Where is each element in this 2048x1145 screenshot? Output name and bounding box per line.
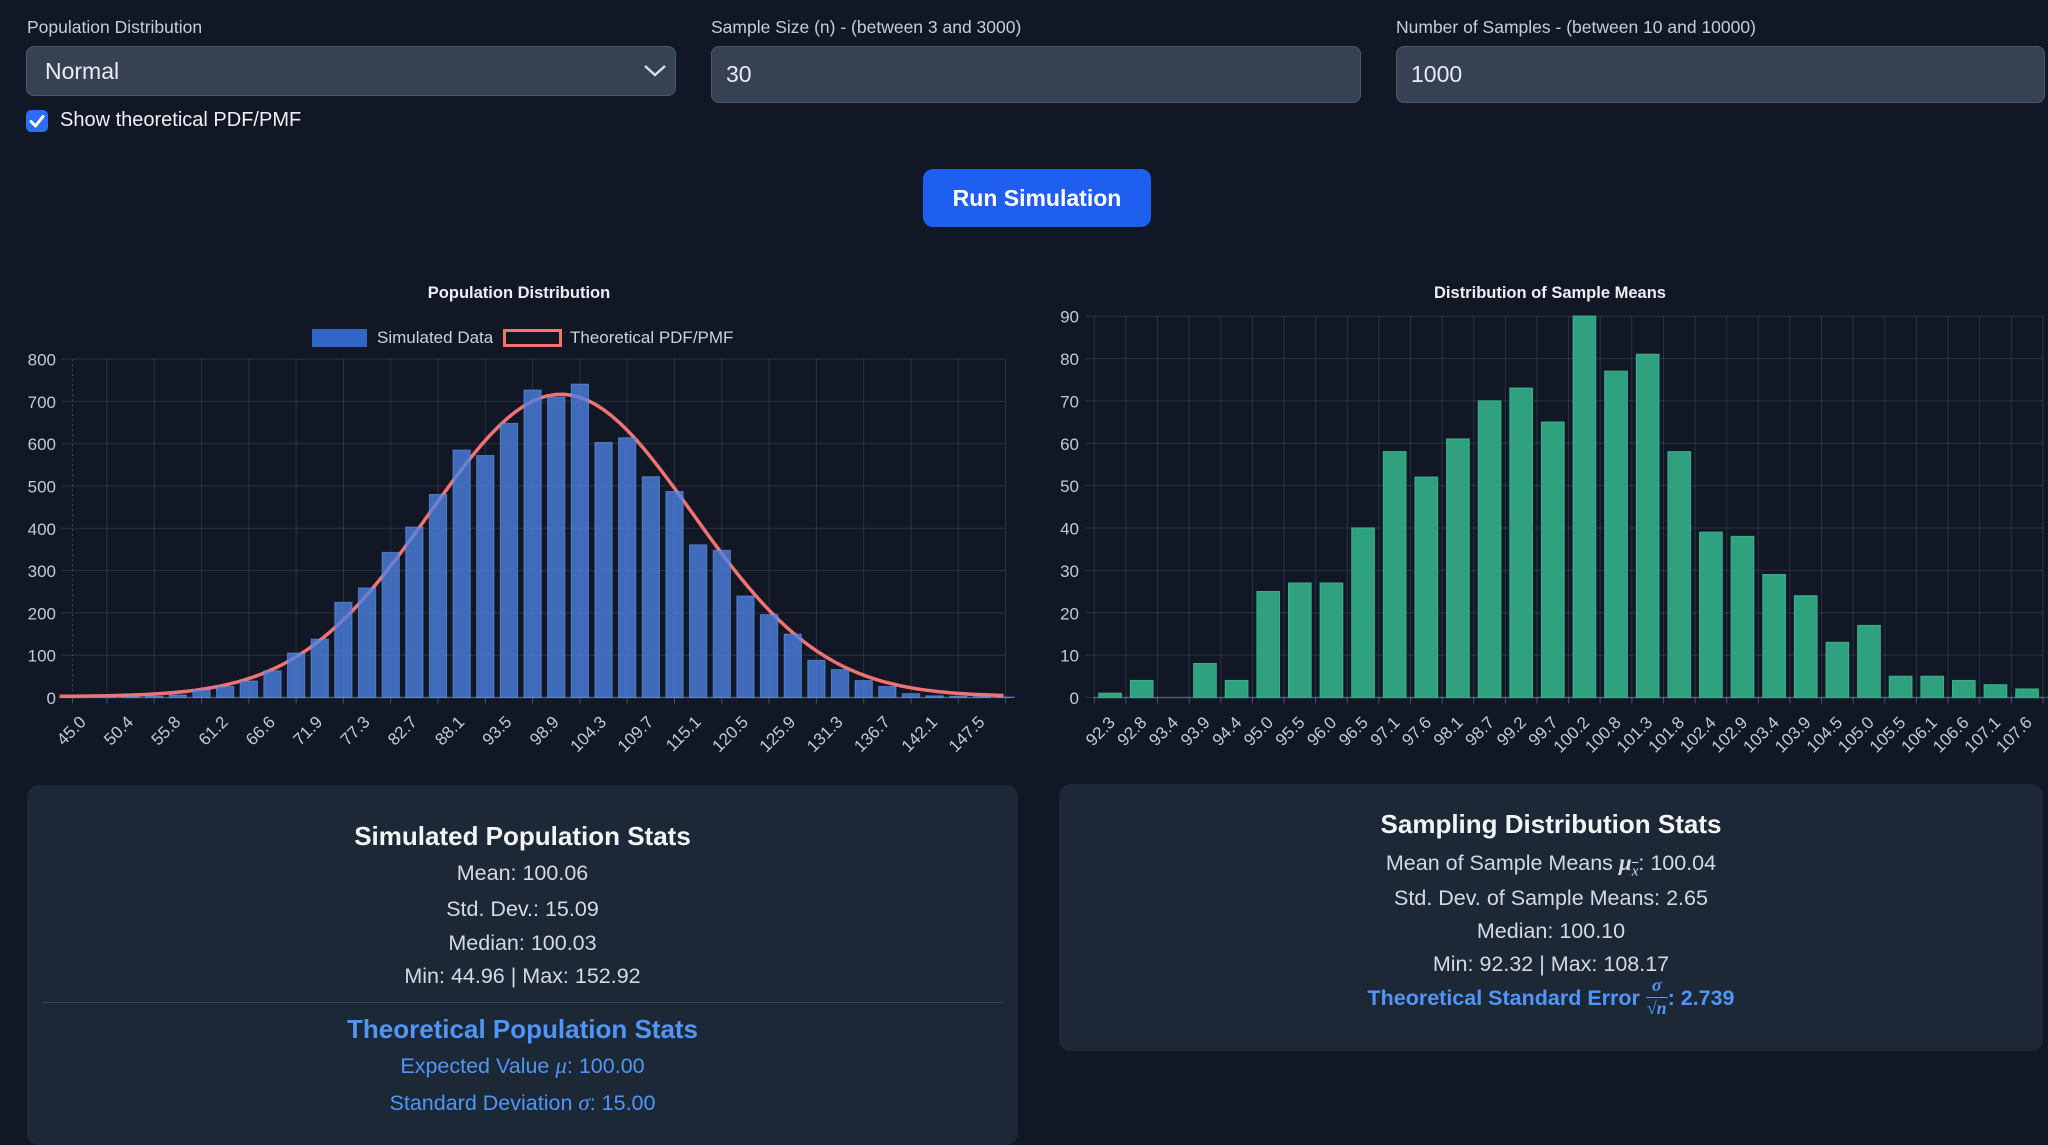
svg-text:10: 10 (1060, 647, 1079, 666)
svg-text:92.3: 92.3 (1082, 713, 1119, 750)
svg-text:104.3: 104.3 (567, 712, 611, 756)
svg-text:102.9: 102.9 (1708, 713, 1752, 757)
svg-text:94.4: 94.4 (1209, 713, 1246, 750)
svg-text:100.8: 100.8 (1581, 713, 1625, 757)
svg-text:102.4: 102.4 (1676, 713, 1720, 757)
svg-text:0: 0 (47, 689, 56, 708)
svg-text:600: 600 (28, 435, 56, 454)
svg-text:45.0: 45.0 (53, 712, 90, 749)
svg-text:400: 400 (28, 520, 56, 539)
svg-text:97.6: 97.6 (1398, 713, 1435, 750)
svg-text:88.1: 88.1 (431, 712, 468, 749)
svg-text:500: 500 (28, 478, 56, 497)
svg-text:101.8: 101.8 (1645, 713, 1689, 757)
svg-text:300: 300 (28, 562, 56, 581)
svg-text:142.1: 142.1 (898, 712, 942, 756)
svg-text:101.3: 101.3 (1613, 713, 1657, 757)
svg-text:Theoretical PDF/PMF: Theoretical PDF/PMF (570, 328, 733, 347)
svg-text:109.7: 109.7 (614, 712, 658, 756)
svg-text:96.5: 96.5 (1335, 713, 1372, 750)
svg-text:98.1: 98.1 (1430, 713, 1467, 750)
svg-text:120.5: 120.5 (709, 712, 753, 756)
svg-text:95.0: 95.0 (1240, 713, 1277, 750)
svg-text:99.2: 99.2 (1493, 713, 1530, 750)
svg-text:104.5: 104.5 (1803, 713, 1847, 757)
svg-text:77.3: 77.3 (337, 712, 374, 749)
svg-text:50: 50 (1060, 477, 1079, 496)
svg-text:136.7: 136.7 (850, 712, 894, 756)
svg-text:700: 700 (28, 393, 56, 412)
svg-text:71.9: 71.9 (289, 712, 326, 749)
svg-text:61.2: 61.2 (195, 712, 232, 749)
svg-text:80: 80 (1060, 350, 1079, 369)
svg-text:66.6: 66.6 (242, 712, 279, 749)
svg-text:55.8: 55.8 (148, 712, 185, 749)
svg-text:125.9: 125.9 (756, 712, 800, 756)
svg-text:105.0: 105.0 (1834, 713, 1878, 757)
svg-text:103.9: 103.9 (1771, 713, 1815, 757)
svg-text:95.5: 95.5 (1272, 713, 1309, 750)
svg-text:107.6: 107.6 (1992, 713, 2036, 757)
svg-text:Population Distribution: Population Distribution (428, 284, 610, 302)
svg-text:93.9: 93.9 (1177, 713, 1214, 750)
svg-text:96.0: 96.0 (1303, 713, 1340, 750)
svg-text:105.5: 105.5 (1866, 713, 1910, 757)
svg-text:90: 90 (1060, 308, 1079, 327)
svg-text:200: 200 (28, 604, 56, 623)
svg-text:70: 70 (1060, 392, 1079, 411)
svg-text:115.1: 115.1 (662, 712, 705, 755)
svg-text:100: 100 (28, 647, 56, 666)
svg-text:98.9: 98.9 (526, 712, 563, 749)
svg-text:98.7: 98.7 (1461, 713, 1498, 750)
svg-text:147.5: 147.5 (945, 712, 989, 756)
svg-text:40: 40 (1060, 520, 1079, 539)
svg-text:107.1: 107.1 (1961, 713, 2005, 757)
svg-text:20: 20 (1060, 604, 1079, 623)
svg-text:93.4: 93.4 (1145, 713, 1182, 750)
svg-text:800: 800 (28, 351, 56, 370)
svg-text:100.2: 100.2 (1550, 713, 1594, 757)
svg-text:97.1: 97.1 (1367, 713, 1404, 750)
svg-text:60: 60 (1060, 435, 1079, 454)
svg-text:93.5: 93.5 (479, 712, 516, 749)
svg-text:30: 30 (1060, 562, 1079, 581)
svg-text:0: 0 (1070, 689, 1079, 708)
svg-text:106.6: 106.6 (1929, 713, 1973, 757)
svg-text:Distribution of Sample Means: Distribution of Sample Means (1434, 284, 1666, 302)
svg-text:50.4: 50.4 (100, 712, 137, 749)
svg-text:103.4: 103.4 (1739, 713, 1783, 757)
svg-text:131.3: 131.3 (803, 712, 847, 756)
svg-text:92.8: 92.8 (1114, 713, 1151, 750)
svg-text:106.1: 106.1 (1898, 713, 1942, 757)
svg-text:82.7: 82.7 (384, 712, 421, 749)
svg-text:Simulated Data: Simulated Data (377, 328, 494, 347)
